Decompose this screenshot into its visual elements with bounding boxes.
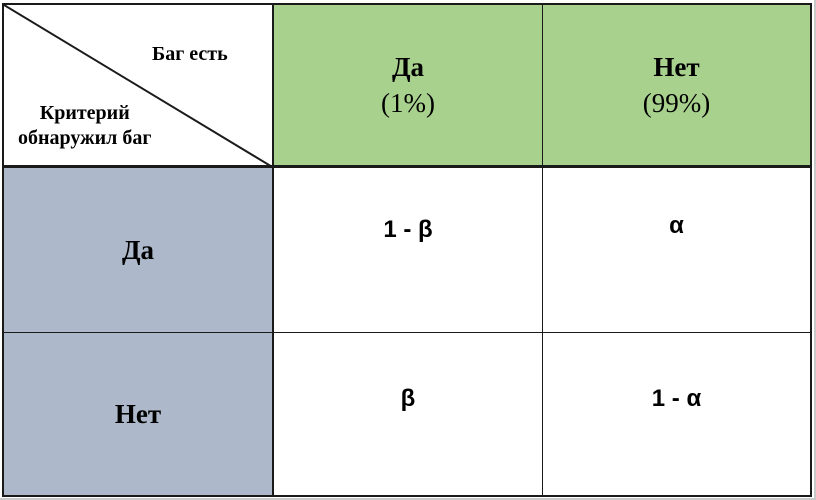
column-header-no-percent: (99%): [642, 88, 711, 118]
cell-no-no: 1 - α: [543, 333, 810, 495]
column-header-no: Нет (99%): [543, 5, 810, 168]
corner-bottom-label-line1: Критерий: [39, 102, 130, 124]
confusion-table: Баг есть Критерий обнаружил баг Да (1%) …: [2, 3, 812, 497]
column-header-yes-percent: (1%): [381, 88, 435, 118]
diagonal-divider: [4, 5, 274, 168]
cell-yes-yes: 1 - β: [274, 168, 543, 333]
cell-no-no-value: 1 - α: [651, 385, 702, 412]
corner-bottom-label: Критерий обнаружил баг: [18, 101, 151, 151]
cell-yes-yes-value: 1 - β: [383, 216, 433, 243]
cell-no-yes: β: [274, 333, 543, 495]
cell-yes-no-value: α: [669, 212, 684, 239]
corner-top-label: Баг есть: [152, 43, 228, 65]
column-header-yes-label: Да: [391, 52, 425, 82]
column-header-yes: Да (1%): [274, 5, 543, 168]
cell-yes-no: α: [543, 168, 810, 333]
row-header-no-label: Нет: [114, 398, 162, 429]
row-header-no: Нет: [4, 333, 274, 495]
cell-no-yes-value: β: [400, 385, 416, 412]
column-header-no-label: Нет: [653, 52, 700, 82]
corner-bottom-label-line2: обнаружил баг: [18, 127, 152, 149]
row-header-yes: Да: [4, 168, 274, 333]
corner-header-cell: Баг есть Критерий обнаружил баг: [4, 5, 274, 168]
row-header-yes-label: Да: [121, 234, 155, 265]
